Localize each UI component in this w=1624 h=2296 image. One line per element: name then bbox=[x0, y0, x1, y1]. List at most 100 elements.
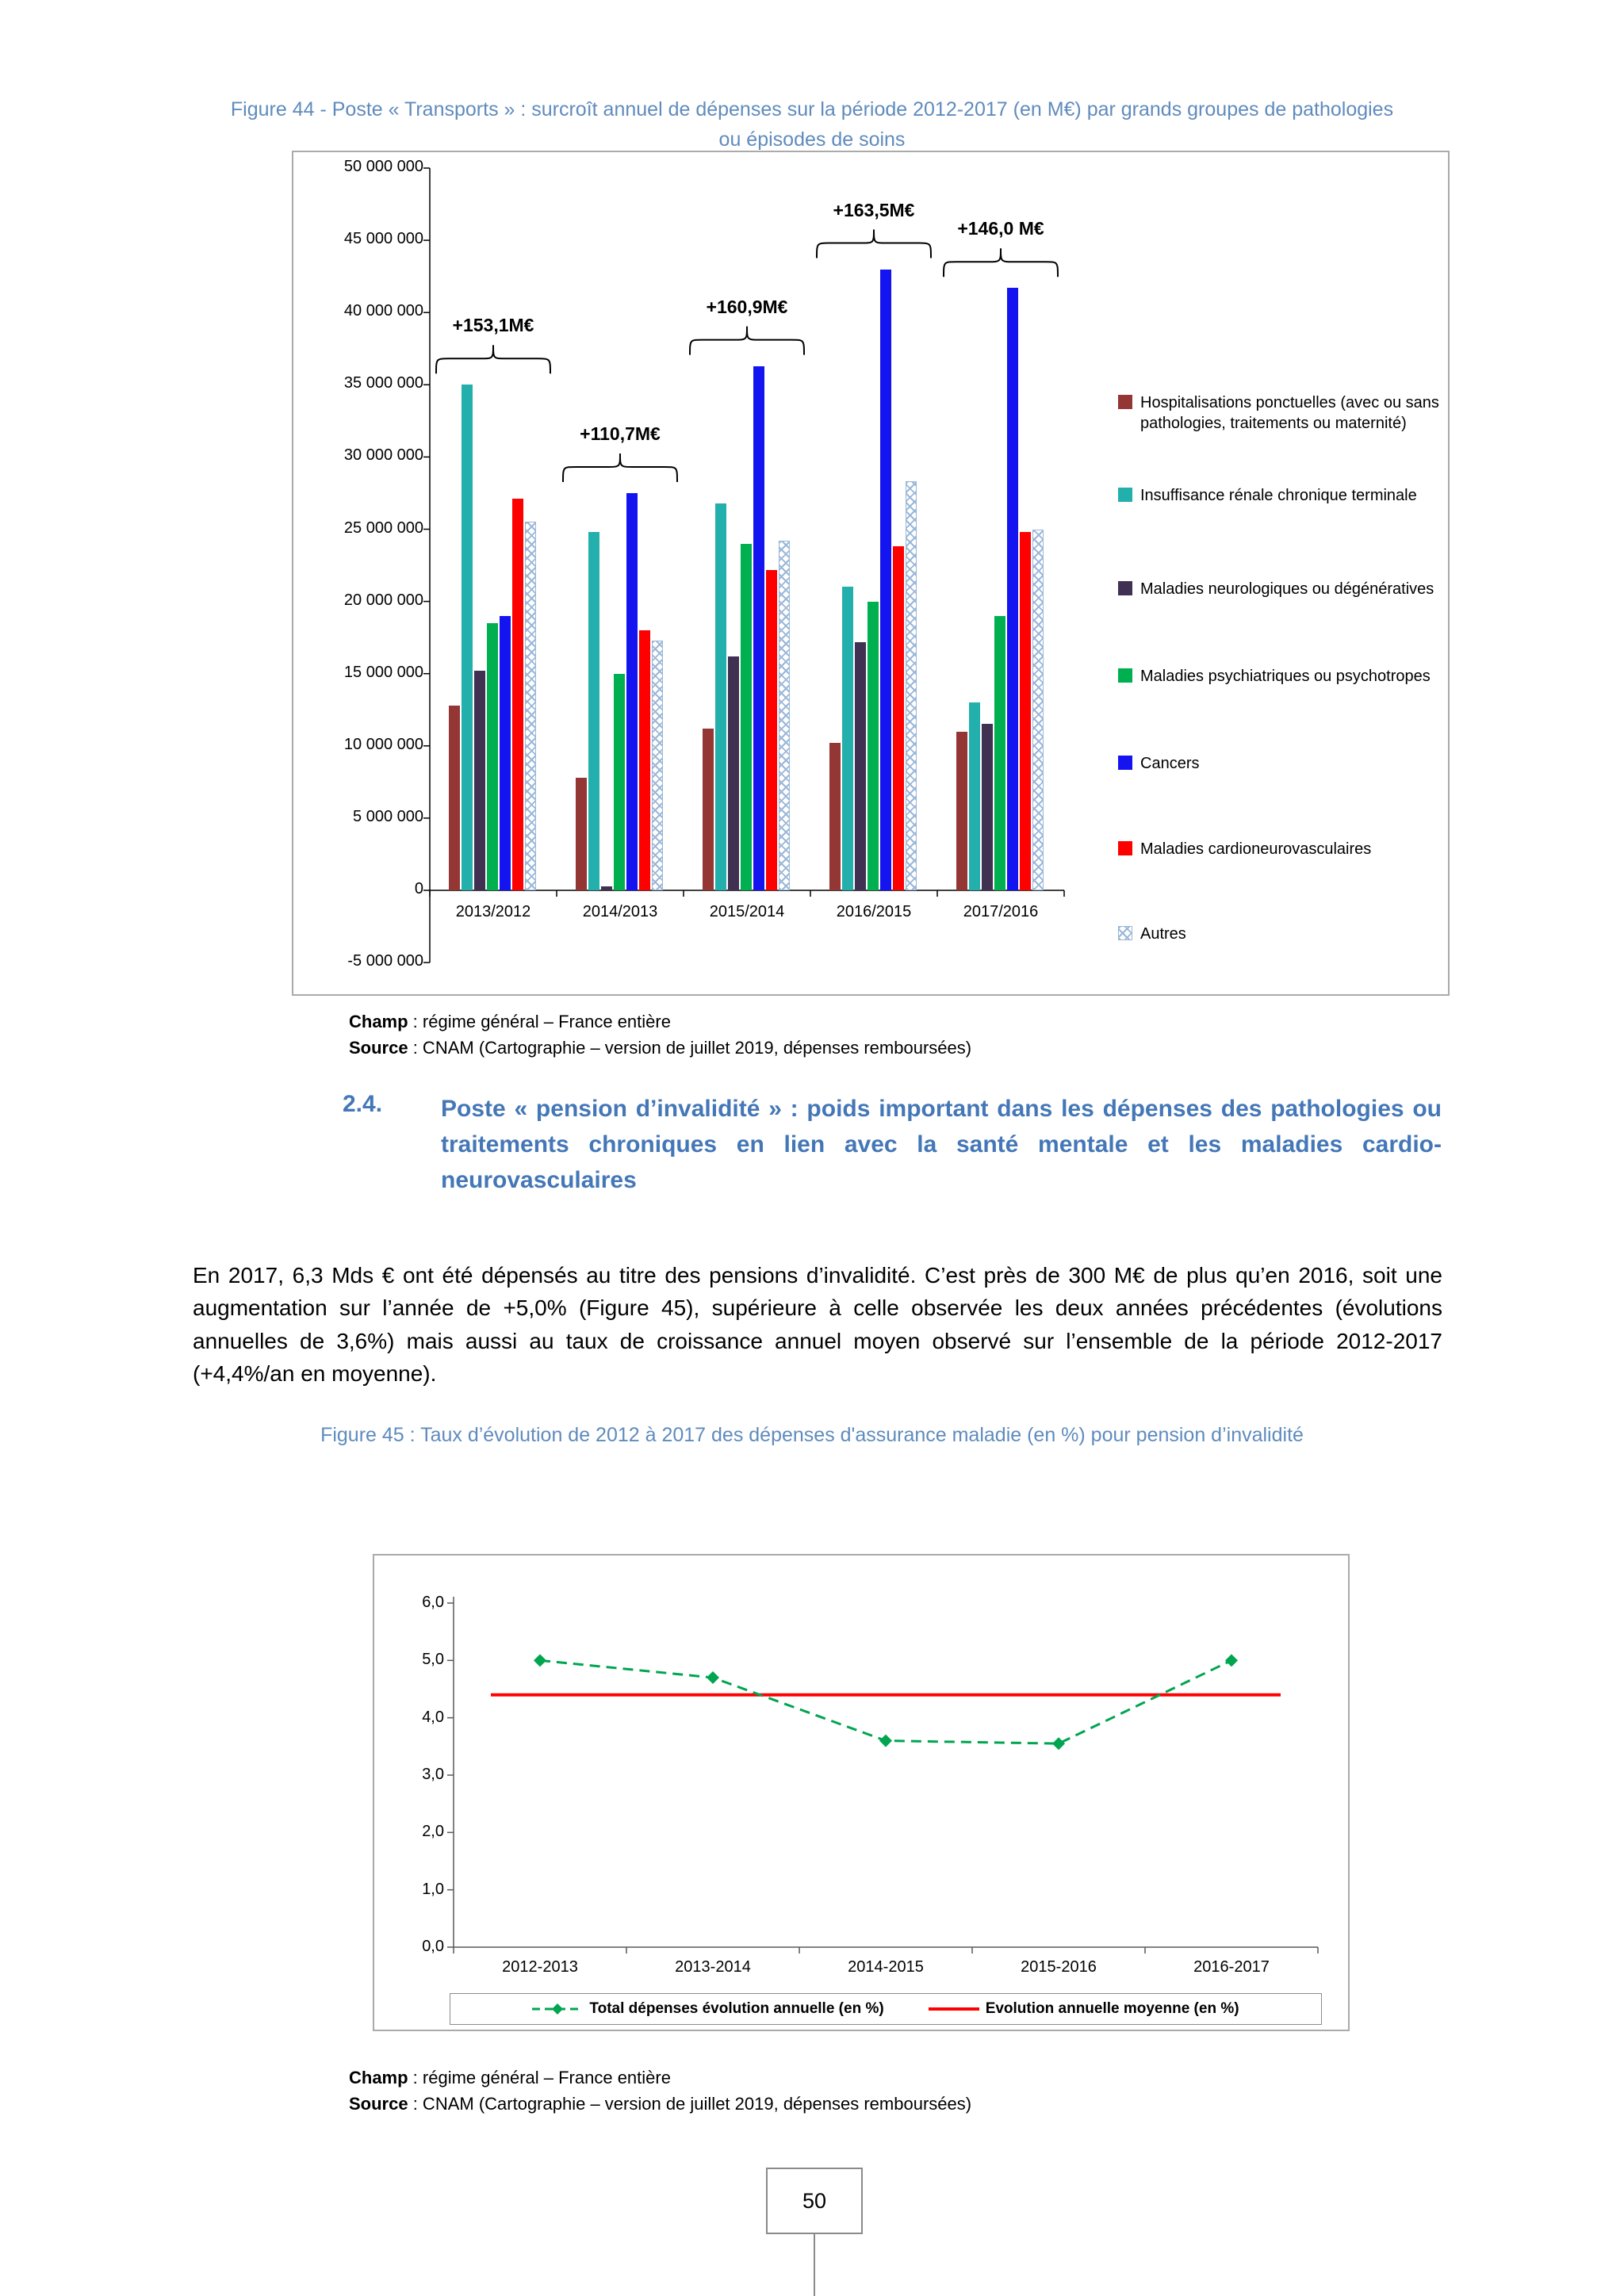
bar bbox=[1032, 529, 1044, 890]
bar bbox=[906, 481, 917, 890]
legend-item: Total dépenses évolution annuelle (en %) bbox=[532, 2000, 884, 2018]
chart-legend: Total dépenses évolution annuelle (en %)… bbox=[450, 1993, 1322, 2025]
bar bbox=[728, 656, 739, 890]
legend-swatch-icon bbox=[532, 2003, 584, 2015]
group-sum-annotation: +153,1M€ bbox=[452, 315, 534, 336]
data-point-marker bbox=[707, 1671, 719, 1685]
figure44-notes: Champ : régime général – France entière … bbox=[349, 1008, 971, 1061]
y-axis-tick-label: 35 000 000 bbox=[343, 374, 423, 392]
legend-label: Maladies psychiatriques ou psychotropes bbox=[1140, 668, 1431, 685]
legend-swatch-icon bbox=[1118, 488, 1132, 502]
y-axis-tick-label: 50 000 000 bbox=[343, 158, 423, 175]
line-chart-canvas bbox=[447, 1597, 1319, 1954]
x-axis-category-label: 2015/2014 bbox=[709, 903, 785, 920]
y-axis-tick-label: 0 bbox=[414, 880, 423, 897]
data-point-marker bbox=[534, 1654, 546, 1667]
legend-item: Cancers bbox=[1118, 753, 1442, 774]
legend-label: Maladies neurologiques ou dégénératives bbox=[1140, 580, 1434, 598]
bar bbox=[1020, 532, 1031, 890]
y-axis-tick-label: 0,0 bbox=[422, 1938, 444, 1955]
bar bbox=[715, 503, 726, 890]
bar bbox=[512, 499, 523, 890]
legend-label: Evolution annuelle moyenne (en %) bbox=[985, 2000, 1239, 2017]
y-axis-tick-label: 5 000 000 bbox=[353, 807, 423, 825]
legend-item: Maladies neurologiques ou dégénératives bbox=[1118, 579, 1442, 599]
champ-label: Champ bbox=[349, 1012, 408, 1031]
legend-swatch-icon bbox=[1118, 926, 1132, 940]
figure44-caption: Figure 44 - Poste « Transports » : surcr… bbox=[230, 98, 1394, 151]
brace-icon bbox=[816, 229, 932, 258]
y-axis-tick-label: 10 000 000 bbox=[343, 735, 423, 753]
bar bbox=[601, 886, 612, 890]
y-axis-tick-label: 25 000 000 bbox=[343, 519, 423, 537]
x-axis-category-label: 2015-2016 bbox=[1021, 1958, 1097, 1976]
x-axis-category-label: 2016-2017 bbox=[1193, 1958, 1270, 1976]
legend-label: Cancers bbox=[1140, 755, 1200, 772]
legend-item: Hospitalisations ponctuelles (avec ou sa… bbox=[1118, 392, 1442, 434]
y-axis-tick-label: 6,0 bbox=[422, 1594, 444, 1611]
bar bbox=[703, 728, 714, 890]
group-sum-annotation: +163,5M€ bbox=[833, 199, 915, 220]
y-axis-tick-label: 1,0 bbox=[422, 1880, 444, 1898]
bar bbox=[652, 640, 663, 890]
y-axis-tick-label: 15 000 000 bbox=[343, 663, 423, 681]
bar bbox=[969, 702, 980, 890]
bar bbox=[956, 731, 967, 890]
source-text: : CNAM (Cartographie – version de juille… bbox=[408, 2094, 972, 2114]
footer-divider bbox=[814, 2234, 815, 2296]
source-label: Source bbox=[349, 2094, 408, 2114]
bar bbox=[639, 630, 650, 890]
bar-chart-canvas bbox=[423, 167, 1065, 963]
bar bbox=[525, 522, 536, 890]
y-axis-tick-label: 40 000 000 bbox=[343, 302, 423, 320]
group-sum-annotation: +160,9M€ bbox=[706, 296, 788, 317]
x-axis-category-label: 2016/2015 bbox=[836, 903, 912, 920]
source-line: Source : CNAM (Cartographie – version de… bbox=[349, 2091, 971, 2117]
legend-swatch-icon bbox=[1118, 395, 1132, 409]
legend-label: Maladies cardioneurovasculaires bbox=[1140, 840, 1372, 858]
x-axis-category-label: 2013/2012 bbox=[455, 903, 531, 920]
bar bbox=[880, 269, 891, 890]
annual-evolution-line bbox=[539, 1659, 1232, 1745]
y-axis-tick-label: -5 000 000 bbox=[347, 952, 423, 970]
legend-swatch-icon bbox=[1118, 756, 1132, 770]
bar bbox=[449, 705, 460, 890]
y-axis-tick-label: 4,0 bbox=[422, 1708, 444, 1726]
x-axis-category-label: 2012-2013 bbox=[502, 1958, 578, 1976]
x-axis-category-label: 2013-2014 bbox=[675, 1958, 751, 1976]
page-number: 50 bbox=[802, 2188, 827, 2213]
bar bbox=[487, 622, 498, 890]
bar bbox=[588, 532, 599, 890]
group-sum-annotation: +146,0 M€ bbox=[957, 218, 1044, 239]
legend-label: Autres bbox=[1140, 925, 1186, 943]
bar bbox=[766, 569, 777, 890]
legend-item: Insuffisance rénale chronique terminale bbox=[1118, 485, 1442, 506]
bar bbox=[868, 601, 879, 890]
bar bbox=[500, 615, 511, 890]
figure45-line-chart: 6,0 5,0 4,0 3,0 2,0 1,0 0,0 2012-2013 2013-2014 2… bbox=[373, 1554, 1350, 2031]
brace-icon bbox=[562, 453, 678, 482]
brace-icon bbox=[943, 248, 1059, 277]
bar bbox=[576, 777, 587, 890]
legend-item: Maladies psychiatriques ou psychotropes bbox=[1118, 666, 1442, 687]
body-paragraph: En 2017, 6,3 Mds € ont été dépensés au t… bbox=[193, 1263, 1442, 1387]
bar bbox=[779, 541, 790, 890]
bar bbox=[741, 543, 752, 890]
bar bbox=[626, 492, 638, 890]
champ-text: : régime général – France entière bbox=[408, 2068, 671, 2087]
x-axis-category-label: 2014-2015 bbox=[848, 1958, 924, 1976]
section-number: 2.4. bbox=[343, 1091, 383, 1117]
brace-icon bbox=[689, 326, 805, 355]
bar bbox=[1007, 288, 1018, 890]
bar bbox=[462, 385, 473, 890]
figure45-caption: Figure 45 : Taux d’évolution de 2012 à 2… bbox=[320, 1424, 1304, 1446]
bar bbox=[994, 615, 1005, 890]
champ-line: Champ : régime général – France entière bbox=[349, 2064, 971, 2091]
bar bbox=[893, 546, 904, 890]
bar bbox=[842, 587, 853, 890]
bar bbox=[829, 743, 841, 890]
page-number-box: 50 bbox=[766, 2168, 863, 2234]
brace-icon bbox=[435, 345, 551, 374]
group-sum-annotation: +110,7M€ bbox=[580, 423, 661, 444]
